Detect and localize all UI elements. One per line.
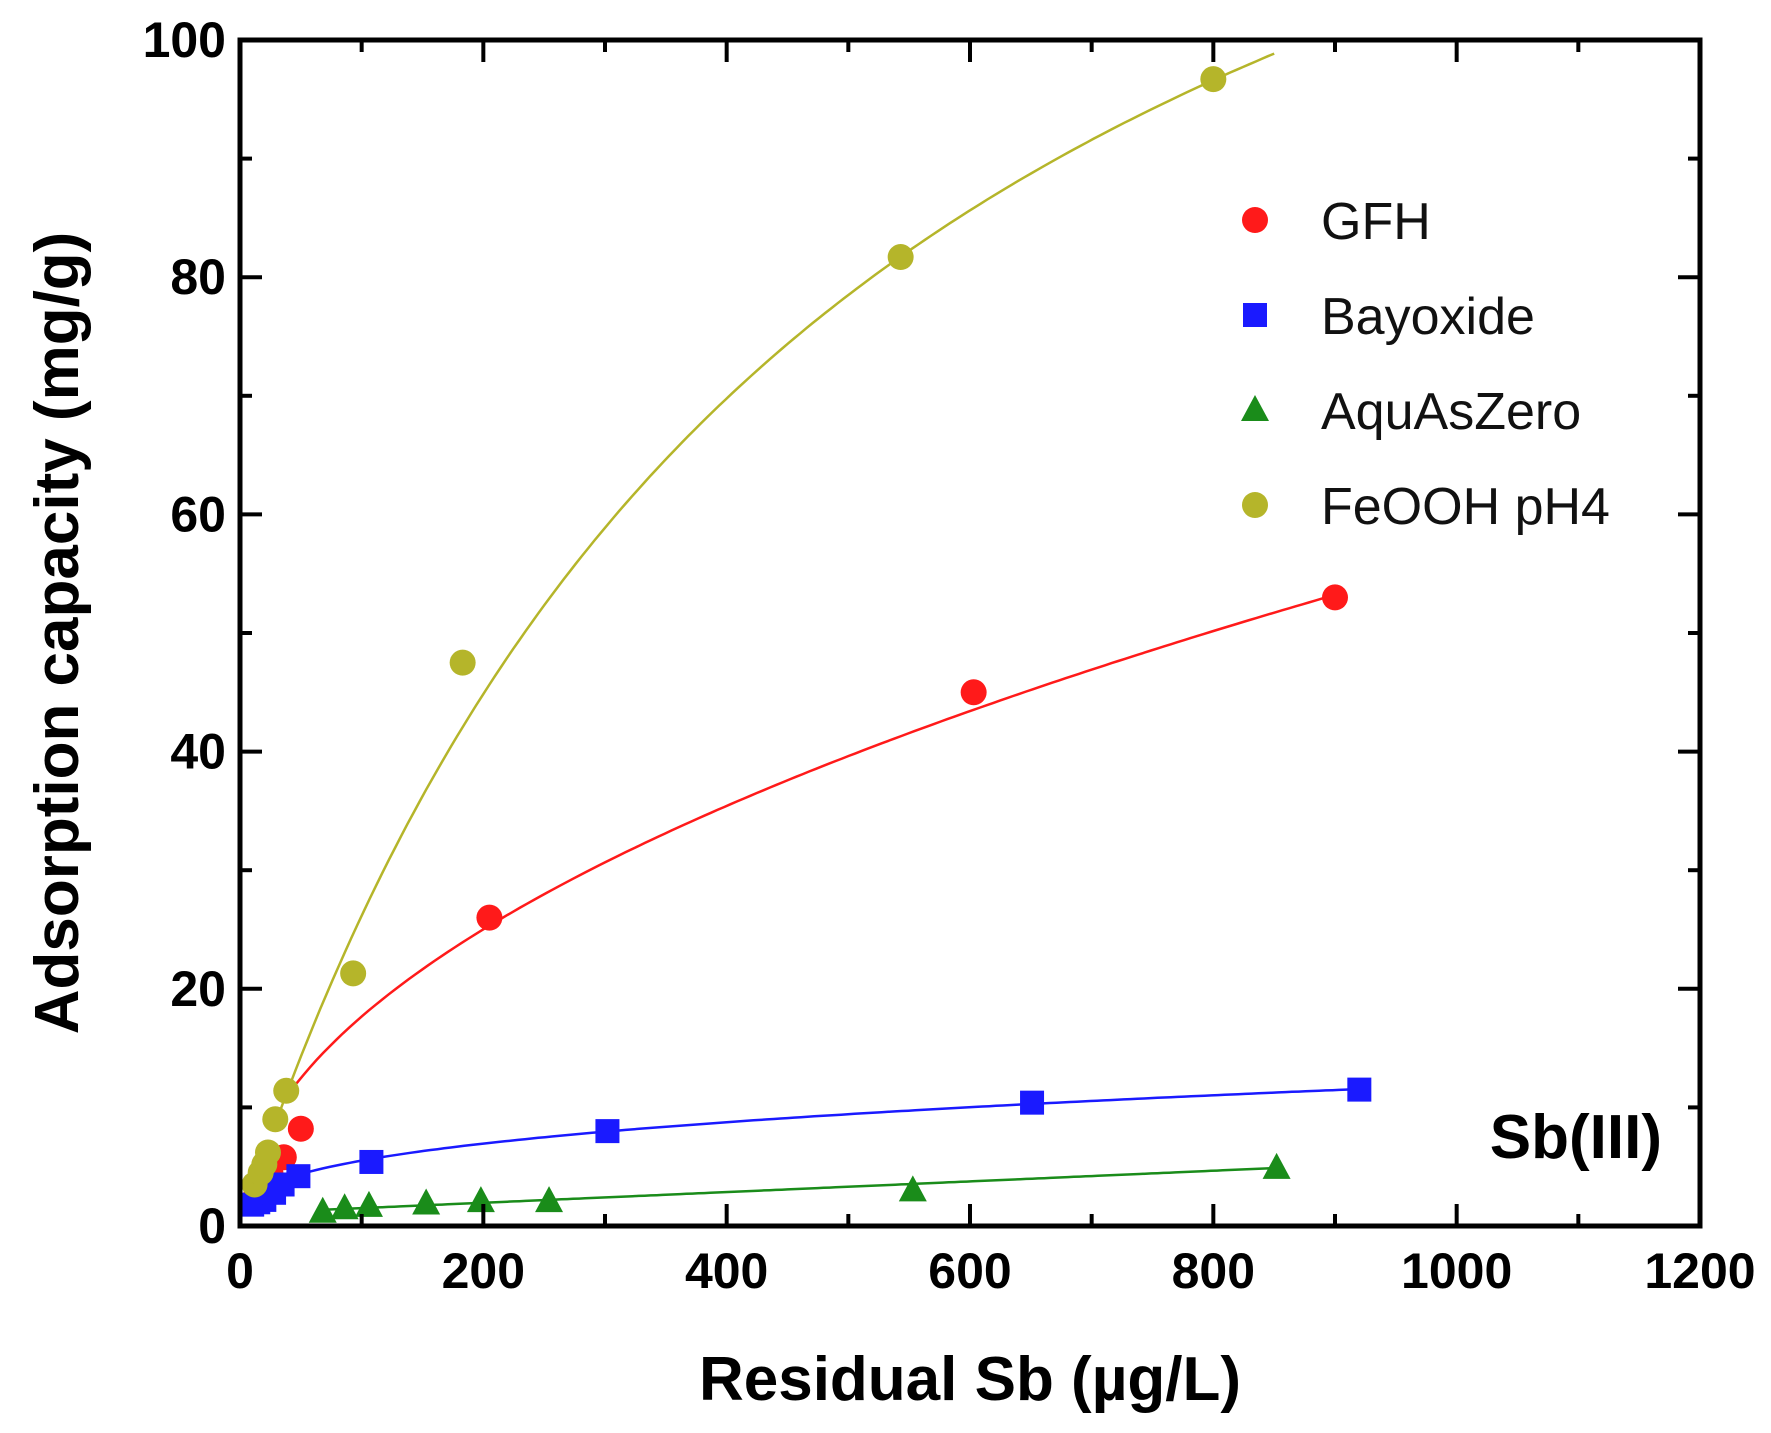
- data-point-aquaszero: [535, 1186, 564, 1213]
- legend-label-aquaszero: AquAsZero: [1321, 383, 1581, 441]
- x-tick-label: 1000: [1401, 1243, 1512, 1299]
- data-point-bayoxide: [1347, 1077, 1372, 1102]
- legend-label-gfh: GFH: [1321, 193, 1431, 251]
- legend-marker-aquaszero: [1241, 395, 1269, 421]
- data-point-feooh-ph4: [887, 244, 914, 271]
- data-point-feooh-ph4: [340, 960, 367, 987]
- legend-label-bayoxide: Bayoxide: [1321, 288, 1535, 346]
- data-point-gfh: [287, 1115, 314, 1142]
- legend-label-feooh-ph4: FeOOH pH4: [1321, 478, 1610, 536]
- data-point-gfh: [960, 679, 987, 706]
- y-tick-label: 20: [170, 961, 226, 1017]
- legend-marker-feooh-ph4: [1242, 492, 1268, 518]
- data-point-bayoxide: [595, 1119, 620, 1144]
- data-point-feooh-ph4: [273, 1077, 300, 1104]
- data-point-gfh: [476, 904, 503, 931]
- y-tick-label: 80: [170, 249, 226, 305]
- legend-marker-bayoxide: [1243, 303, 1267, 327]
- x-tick-label: 400: [685, 1243, 768, 1299]
- data-point-bayoxide: [286, 1164, 311, 1189]
- tick-labels: 0 200 400 600 800 1000 1200 0 20 40 60 80 100: [143, 12, 1756, 1299]
- plot-frame: [237, 37, 1703, 1229]
- x-tick-label: 600: [928, 1243, 1011, 1299]
- y-axis-title: Adsorption capacity (mg/g): [23, 232, 92, 1035]
- x-tick-label: 200: [442, 1243, 525, 1299]
- y-tick-label: 40: [170, 724, 226, 780]
- data-point-feooh-ph4: [254, 1139, 281, 1166]
- y-tick-label: 60: [170, 486, 226, 542]
- data-point-aquaszero: [412, 1188, 441, 1215]
- data-point-aquaszero: [330, 1193, 359, 1220]
- x-axis-title: Residual Sb (µg/L): [699, 1345, 1241, 1414]
- x-tick-label: 0: [226, 1243, 254, 1299]
- fit-line-aquaszero: [322, 1166, 1277, 1212]
- data-point-gfh: [1322, 584, 1348, 611]
- data-markers: [240, 66, 1372, 1223]
- data-point-feooh-ph4: [1200, 66, 1227, 93]
- data-point-bayoxide: [1020, 1090, 1045, 1115]
- y-tick-label: 100: [143, 12, 226, 68]
- y-tick-label: 0: [198, 1198, 226, 1254]
- data-point-aquaszero: [308, 1196, 337, 1223]
- axes: [237, 37, 1703, 1229]
- x-tick-label: 800: [1172, 1243, 1255, 1299]
- data-point-aquaszero: [354, 1190, 383, 1217]
- fit-lines: [275, 52, 1360, 1212]
- fit-line-gfh: [282, 593, 1336, 1102]
- data-point-feooh-ph4: [449, 649, 476, 676]
- data-point-bayoxide: [359, 1149, 384, 1174]
- x-tick-label: 1200: [1644, 1243, 1755, 1299]
- legend: GFH Bayoxide AquAsZero FeOOH pH4: [1241, 193, 1610, 536]
- data-point-aquaszero: [1262, 1152, 1291, 1179]
- data-point-feooh-ph4: [262, 1106, 289, 1133]
- data-point-aquaszero: [466, 1186, 495, 1213]
- legend-marker-gfh: [1242, 207, 1268, 233]
- fit-line-feooh-ph4: [275, 52, 1275, 1122]
- data-point-aquaszero: [898, 1175, 927, 1202]
- fit-line-bayoxide: [282, 1087, 1360, 1182]
- sb-iii-annotation: Sb(III): [1490, 1103, 1662, 1172]
